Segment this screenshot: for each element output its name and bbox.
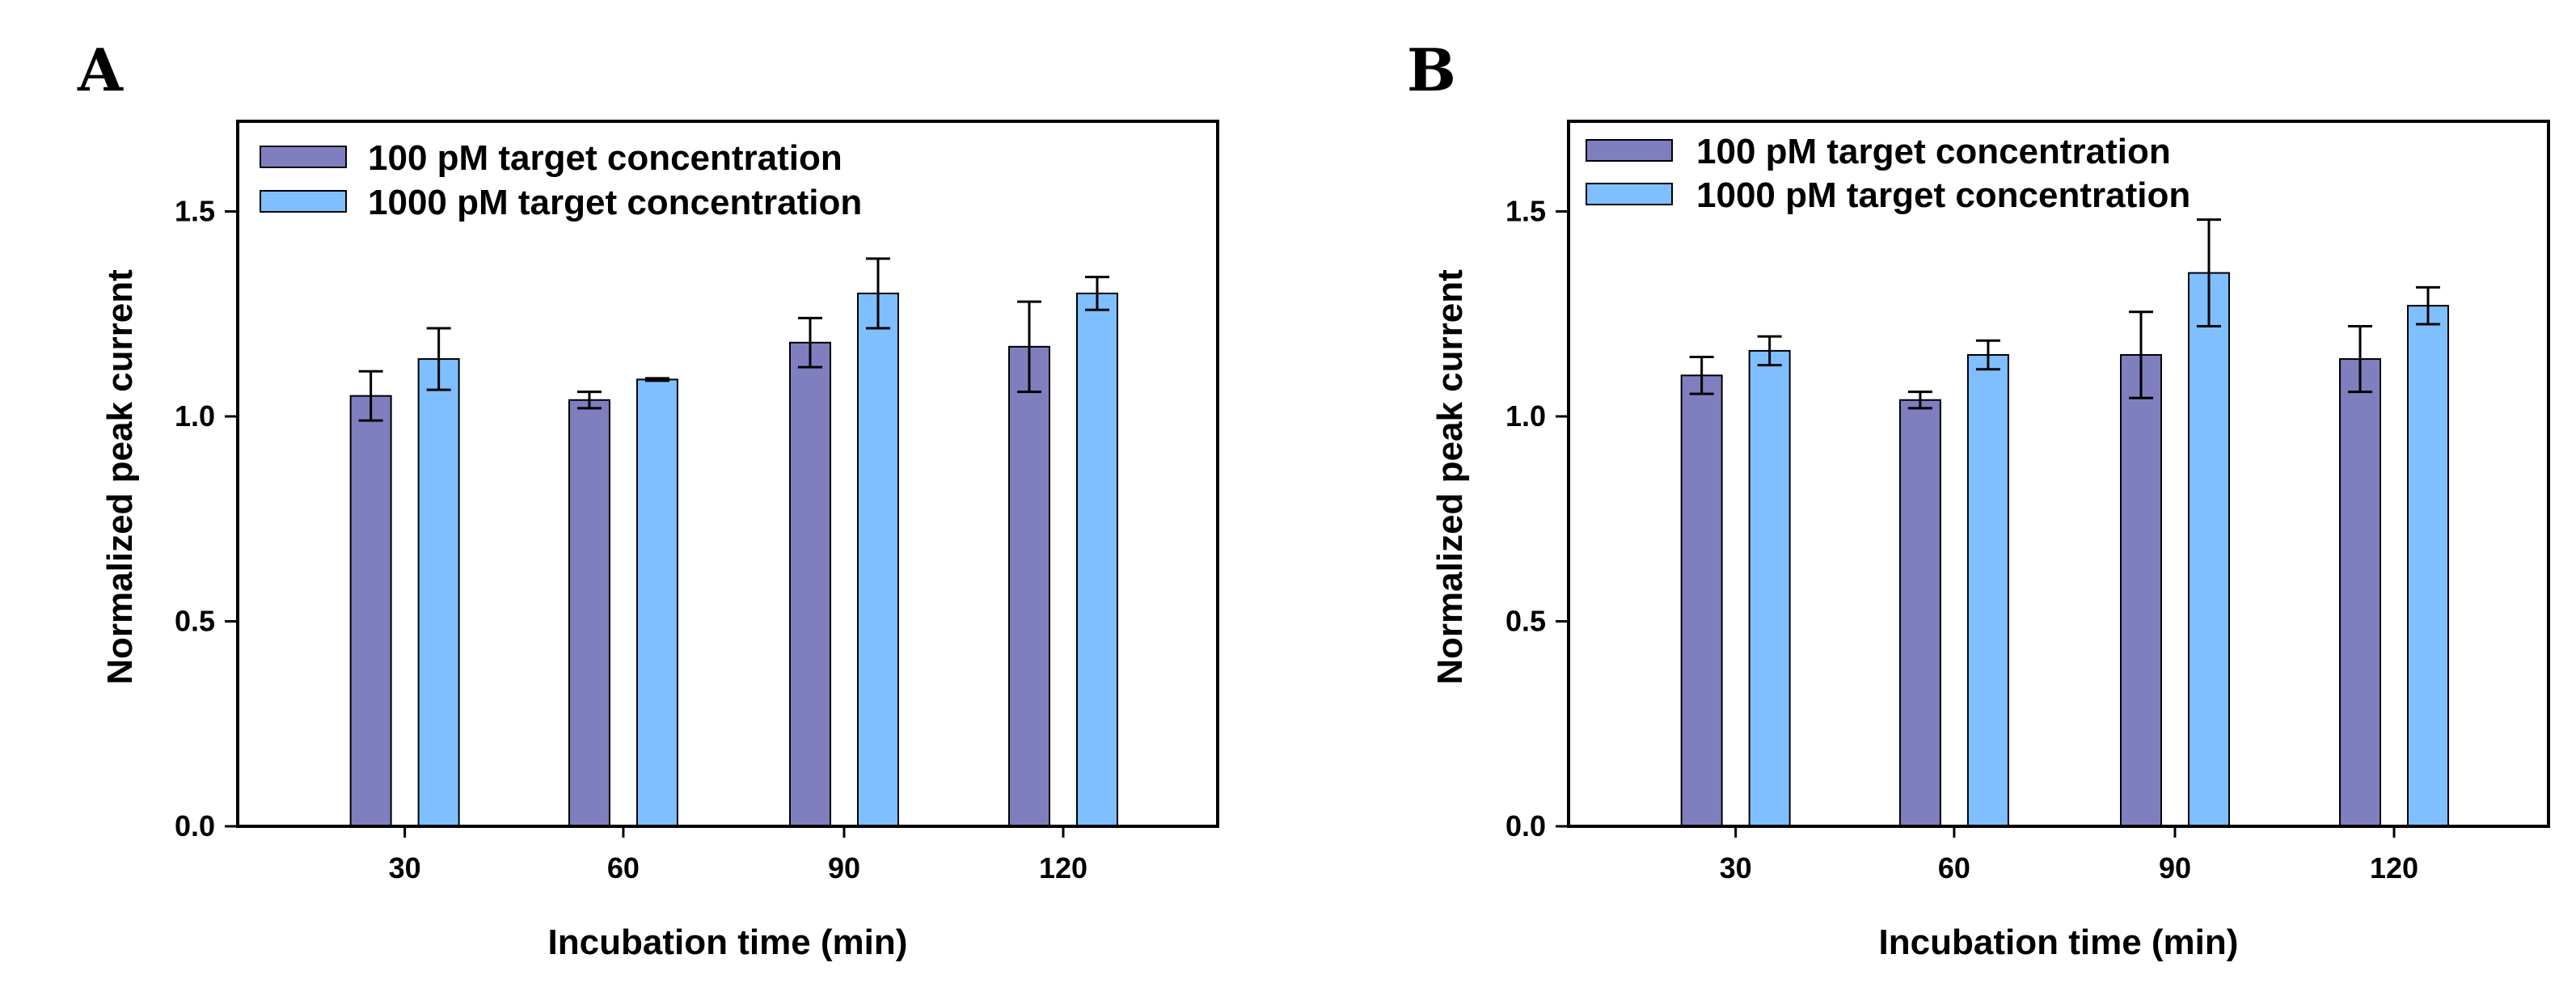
panel-a-bar-s2-60 bbox=[636, 378, 678, 828]
panel-a-bar-s1-60 bbox=[568, 399, 610, 827]
panel-a-legend-label-1: 100 pM target concentration bbox=[368, 138, 842, 178]
panel-b-legend: 100 pM target concentration 1000 pM targ… bbox=[1586, 132, 2190, 215]
panel-a-legend-swatch-2 bbox=[260, 190, 347, 213]
panel-b-bar-s1-90 bbox=[2119, 353, 2162, 827]
panel-a-xlabel: Incubation time (min) bbox=[548, 923, 908, 962]
panel-b-ytick-label: 0.5 bbox=[1505, 605, 1546, 638]
panel-b-legend-swatch-2 bbox=[1586, 183, 1673, 205]
panel-b-bar-s2-90 bbox=[2187, 272, 2230, 827]
panel-a-letter: A bbox=[77, 36, 124, 104]
panel-a-plot-frame bbox=[236, 120, 1219, 828]
panel-a-bar-s2-90 bbox=[856, 292, 899, 827]
panel-b-bar-s2-60 bbox=[1966, 353, 2009, 827]
panel-a-xtick-label: 120 bbox=[1039, 851, 1087, 885]
panel-b-bar-s2-120 bbox=[2406, 305, 2449, 827]
panel-a-ylabel: Normalized peak current bbox=[100, 269, 140, 685]
panel-b-ytick-label: 1.5 bbox=[1505, 195, 1546, 228]
panel-a-ytick-label: 0.5 bbox=[175, 605, 215, 638]
panel-a-xtick-label: 60 bbox=[607, 851, 640, 885]
panel-b-legend-label-2: 1000 pM target concentration bbox=[1696, 175, 2190, 215]
panel-b-xlabel: Incubation time (min) bbox=[1879, 923, 2239, 962]
panel-b-ytick-label: 1.0 bbox=[1505, 399, 1546, 433]
panel-b-plot-frame bbox=[1567, 120, 2550, 828]
panel-a-legend-label-2: 1000 pM target concentration bbox=[368, 183, 862, 222]
panel-a-chart: A Normalized peak current Incubation tim… bbox=[77, 36, 1219, 962]
panel-b-letter: B bbox=[1407, 36, 1456, 104]
panel-a-ytick-label: 1.5 bbox=[175, 195, 215, 228]
panel-a-ytick-label: 1.0 bbox=[175, 399, 215, 433]
panel-a-bar-s2-120 bbox=[1075, 292, 1118, 827]
panel-b-chart: B Normalized peak current Incubation tim… bbox=[1407, 36, 2550, 962]
panel-b-bar-s1-30 bbox=[1680, 374, 1723, 828]
panel-a-xtick-label: 30 bbox=[389, 851, 421, 885]
panel-b-ylabel: Normalized peak current bbox=[1430, 269, 1470, 685]
panel-a-bar-s1-120 bbox=[1007, 345, 1050, 827]
panel-b-xtick-label: 60 bbox=[1938, 851, 1970, 885]
panel-b-ytick-label: 0.0 bbox=[1505, 809, 1546, 842]
panel-a-legend: 100 pM target concentration 1000 pM targ… bbox=[260, 138, 862, 222]
panel-b-bar-s1-60 bbox=[1898, 399, 1941, 827]
panel-a-bar-s2-30 bbox=[417, 358, 460, 827]
panel-b-xtick-label: 120 bbox=[2370, 851, 2418, 885]
panel-b-bar-s2-30 bbox=[1748, 349, 1791, 827]
panel-a-bar-s1-30 bbox=[349, 395, 392, 827]
panel-a-bar-s1-90 bbox=[788, 341, 831, 827]
panel-b-xtick-label: 90 bbox=[2159, 851, 2191, 885]
panel-b-legend-swatch-1 bbox=[1586, 139, 1673, 162]
panel-a-ytick-label: 0.0 bbox=[175, 809, 215, 842]
panel-b-legend-label-1: 100 pM target concentration bbox=[1696, 132, 2171, 171]
panel-b-bar-s1-120 bbox=[2338, 358, 2381, 827]
panel-a-xtick-label: 90 bbox=[828, 851, 860, 885]
panel-a-legend-swatch-1 bbox=[260, 146, 347, 168]
panel-b-xtick-label: 30 bbox=[1720, 851, 1752, 885]
